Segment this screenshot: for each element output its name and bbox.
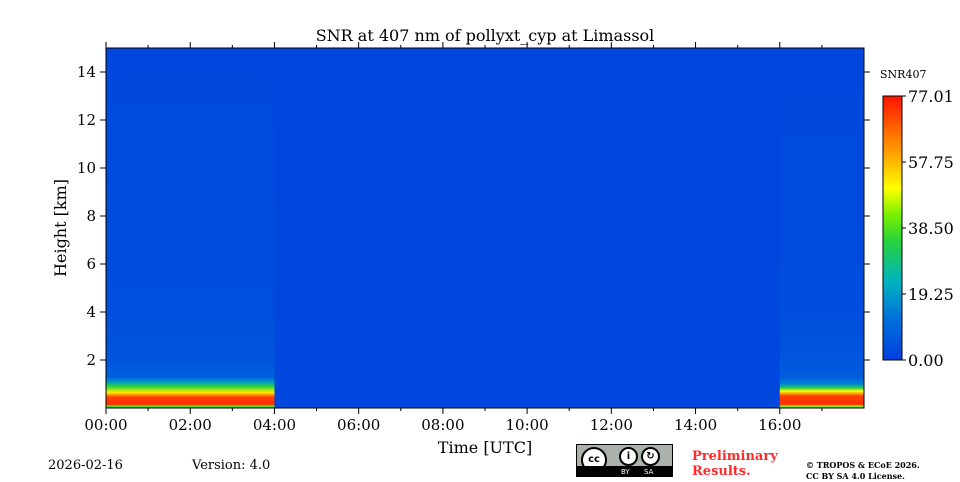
y-tick-label: 6: [86, 255, 96, 273]
x-tick-label: 02:00: [169, 416, 212, 434]
y-tick-label: 14: [77, 63, 96, 81]
y-tick-label: 2: [86, 351, 96, 369]
chart-title: SNR at 407 nm of pollyxt_cyp at Limassol: [316, 26, 655, 45]
y-tick-label: 8: [86, 207, 96, 225]
colorbar-tick-label: 38.50: [908, 219, 954, 238]
y-axis: 2 4 6 8 10 12 14: [77, 63, 870, 369]
colorbar-tick-label: 57.75: [908, 153, 954, 172]
badge-sa: SA: [644, 468, 654, 476]
x-tick-label: 12:00: [590, 416, 633, 434]
x-tick-label: 10:00: [505, 416, 548, 434]
preliminary-line-2: Results.: [692, 464, 751, 479]
x-axis-label: Time [UTC]: [438, 438, 532, 457]
footer-date: 2026-02-16: [48, 458, 123, 473]
by-person-icon: i: [619, 447, 638, 466]
preliminary-results-warning: Preliminary Results.: [692, 449, 778, 479]
y-axis-label: Height [km]: [51, 179, 70, 277]
y-tick-label: 4: [86, 303, 96, 321]
copyright-line-2: CC BY SA 4.0 License.: [806, 471, 905, 481]
cc-by-sa-badge: cc i ↻ BY SA: [576, 444, 673, 477]
heatmap-segment: [106, 48, 275, 408]
x-tick-label: 06:00: [337, 416, 380, 434]
colorbar-tick-label: 19.25: [908, 285, 954, 304]
y-tick-label: 10: [77, 159, 96, 177]
x-tick-label: 00:00: [84, 416, 127, 434]
heatmap-segment: [779, 48, 864, 408]
x-axis: 00:00 02:00 04:00 06:00 08:00 10:00 12:00 14:00…: [84, 42, 823, 434]
preliminary-line-1: Preliminary: [692, 449, 778, 464]
colorbar-tick-label: 0.00: [908, 351, 944, 370]
x-tick-label: 08:00: [421, 416, 464, 434]
colorbar: [882, 95, 903, 361]
x-tick-label: 14:00: [674, 416, 717, 434]
copyright-notice: © TROPOS & ECoE 2026. CC BY SA 4.0 Licen…: [806, 460, 920, 482]
colorbar-ticks: 0.00 19.25 38.50 57.75 77.01: [902, 87, 954, 370]
badge-by: BY: [621, 468, 630, 476]
copyright-line-1: © TROPOS & ECoE 2026.: [806, 460, 920, 470]
x-tick-label: 04:00: [253, 416, 296, 434]
x-tick-label: 16:00: [758, 416, 801, 434]
footer-version: Version: 4.0: [192, 458, 271, 473]
y-tick-label: 12: [77, 111, 96, 129]
colorbar-label: SNR407: [880, 68, 926, 81]
share-alike-icon: ↻: [641, 447, 660, 466]
plot-area: [106, 48, 864, 408]
colorbar-tick-label: 77.01: [908, 87, 954, 106]
